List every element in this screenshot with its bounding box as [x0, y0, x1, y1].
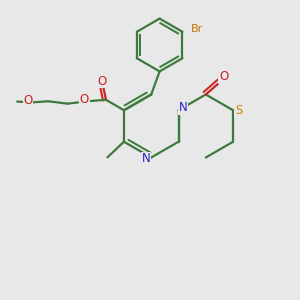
- Text: Br: Br: [191, 24, 204, 34]
- Text: O: O: [80, 93, 89, 106]
- Text: O: O: [23, 94, 33, 106]
- Text: O: O: [98, 75, 107, 88]
- Text: N: N: [141, 152, 150, 166]
- Text: O: O: [219, 70, 228, 83]
- Text: N: N: [178, 101, 188, 114]
- Text: S: S: [235, 104, 242, 117]
